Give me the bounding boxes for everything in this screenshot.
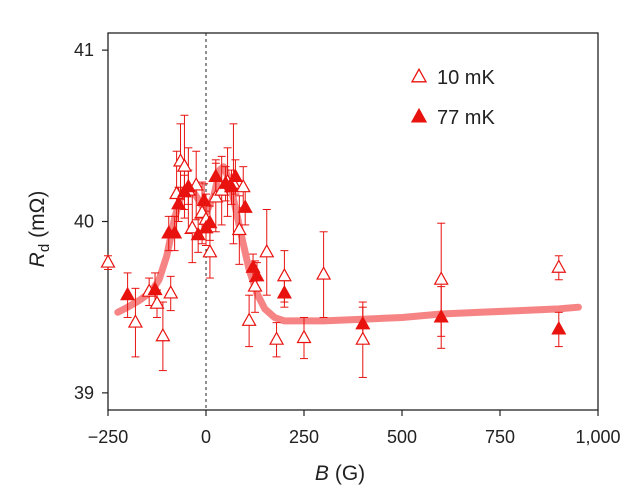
legend: 10 mK 77 mK (410, 67, 495, 129)
data-point-10mk (316, 266, 332, 280)
data-point-10mk (100, 254, 116, 268)
x-tick-label: 0 (201, 427, 211, 447)
y-tick-label: 40 (74, 212, 94, 232)
data-point-77mk (171, 195, 187, 210)
x-axis-var: B (315, 462, 329, 485)
data-point-77mk (355, 315, 371, 330)
data-point-10mk (276, 267, 292, 282)
data-point-10mk (176, 158, 192, 172)
data-point-77mk (120, 286, 136, 301)
data-point-77mk (202, 214, 218, 229)
x-tick-label: 750 (485, 427, 515, 447)
data-point-77mk (180, 178, 196, 193)
y-axis-unit: (mΩ) (26, 191, 49, 238)
data-point-77mk (249, 267, 265, 282)
data-point-77mk (551, 320, 567, 335)
data-point-10mk (269, 331, 285, 345)
legend-label-77mk: 77 mK (437, 107, 495, 129)
data-point-10mk (241, 312, 257, 326)
x-tick-label: −250 (88, 427, 129, 447)
data-point-10mk (296, 329, 312, 344)
data-point-10mk (259, 243, 275, 258)
markers-layer (100, 153, 567, 345)
data-point-77mk (237, 199, 253, 213)
y-axis-sub: d (36, 244, 53, 252)
data-point-10mk (149, 295, 165, 309)
data-point-10mk (202, 243, 218, 258)
data-point-77mk (227, 168, 243, 182)
data-point-77mk (208, 168, 224, 182)
legend-label-10mk: 10 mK (437, 67, 495, 89)
data-point-10mk (433, 271, 449, 285)
x-axis-title: B (G) (315, 462, 365, 485)
data-point-10mk (551, 259, 567, 273)
data-point-10mk (155, 327, 171, 342)
y-tick-label: 39 (74, 383, 94, 403)
data-point-10mk (208, 189, 224, 203)
y-axis-var: R (26, 252, 49, 267)
y-axis-ticks: 39 40 41 (74, 40, 108, 403)
data-point-77mk (167, 225, 183, 239)
y-axis-title: Rd (mΩ) (26, 191, 53, 268)
data-point-10mk (355, 331, 371, 345)
data-point-10mk (247, 278, 263, 292)
legend-marker-open-triangle (410, 67, 428, 83)
data-point-77mk (147, 281, 163, 296)
data-point-10mk (184, 219, 200, 234)
data-point-10mk (163, 284, 179, 299)
error-bars-layer (104, 114, 563, 378)
data-point-77mk (276, 284, 292, 299)
data-point-77mk (190, 226, 206, 241)
fit-curve-layer (114, 163, 582, 325)
x-tick-label: 500 (387, 427, 417, 447)
x-tick-label: 1,000 (575, 427, 620, 447)
data-point-10mk (127, 314, 143, 328)
data-point-77mk (223, 178, 239, 193)
fit-curve (114, 163, 582, 325)
data-point-10mk (235, 178, 251, 193)
y-tick-label: 41 (74, 40, 94, 60)
data-point-77mk (196, 192, 212, 206)
x-axis-unit: (G) (335, 462, 365, 485)
legend-marker-filled-triangle (410, 107, 428, 123)
x-axis-ticks: −250 0 250 500 750 1,000 (88, 410, 621, 447)
x-tick-label: 250 (289, 427, 319, 447)
data-point-77mk (433, 308, 449, 323)
data-point-10mk (231, 221, 247, 236)
